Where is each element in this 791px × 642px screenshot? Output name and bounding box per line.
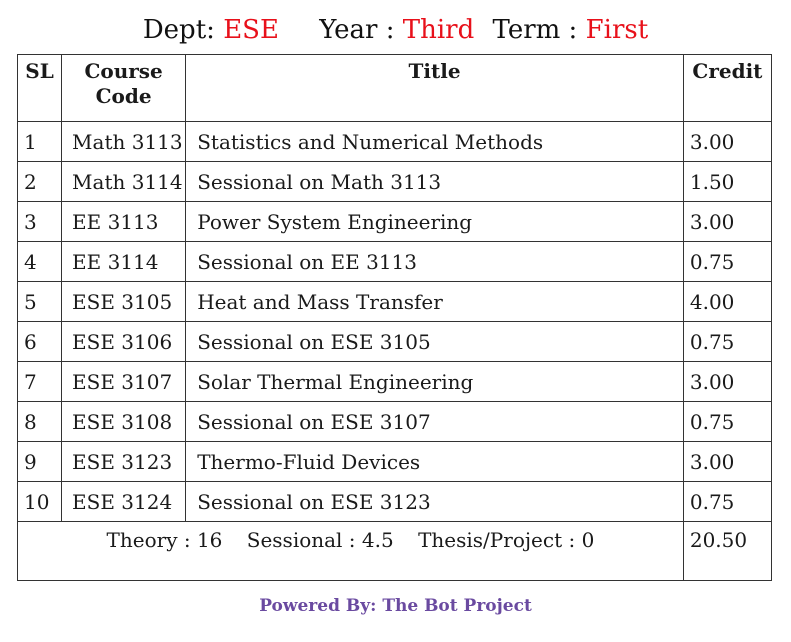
title-cell: Statistics and Numerical Methods xyxy=(185,121,684,162)
sl-cell: 1 xyxy=(16,121,63,162)
course-code-cell: EE 3114 xyxy=(61,241,187,282)
column-header-credit: Credit xyxy=(682,54,773,122)
course-table: SL Course Code Title Credit 1 Math 3113 St… xyxy=(16,54,773,581)
course-code-cell: ESE 3105 xyxy=(61,281,187,322)
table-row: 9 ESE 3123 Thermo-Fluid Devices 3.00 xyxy=(16,441,773,482)
title-cell: Heat and Mass Transfer xyxy=(185,281,684,322)
title-cell: Power System Engineering xyxy=(185,201,684,242)
column-header-title: Title xyxy=(185,54,684,122)
table-row: 4 EE 3114 Sessional on EE 3113 0.75 xyxy=(16,241,773,282)
year-value: Third xyxy=(402,15,475,45)
sl-cell: 3 xyxy=(16,201,63,242)
title-cell: Sessional on Math 3113 xyxy=(185,161,684,202)
footer-credit: Powered By: The Bot Project xyxy=(259,596,532,616)
table-body: 1 Math 3113 Statistics and Numerical Metho… xyxy=(16,121,773,522)
credit-cell: 3.00 xyxy=(682,121,773,162)
table-header-row: SL Course Code Title Credit xyxy=(16,54,773,122)
course-code-cell: ESE 3124 xyxy=(61,481,187,522)
sl-cell: 7 xyxy=(16,361,63,402)
title-cell: Sessional on EE 3113 xyxy=(185,241,684,282)
title-cell: Solar Thermal Engineering xyxy=(185,361,684,402)
theory-total: Theory : 16 xyxy=(106,528,223,552)
table-row: 3 EE 3113 Power System Engineering 3.00 xyxy=(16,201,773,242)
table-row: 8 ESE 3108 Sessional on ESE 3107 0.75 xyxy=(16,401,773,442)
sl-cell: 9 xyxy=(16,441,63,482)
course-code-cell: ESE 3107 xyxy=(61,361,187,402)
credit-cell: 0.75 xyxy=(682,321,773,362)
table-row: 10 ESE 3124 Sessional on ESE 3123 0.75 xyxy=(16,481,773,522)
page-header: Dept: ESE Year : Third Term : First xyxy=(0,12,791,48)
term-value: First xyxy=(585,15,649,45)
credit-cell: 0.75 xyxy=(682,241,773,282)
credit-cell: 3.00 xyxy=(682,201,773,242)
credit-cell: 4.00 xyxy=(682,281,773,322)
summary-row: Theory : 16 Sessional : 4.5 Thesis/Proje… xyxy=(17,521,773,581)
column-header-sl: SL xyxy=(16,54,63,122)
credit-cell: 3.00 xyxy=(682,441,773,482)
course-code-cell: EE 3113 xyxy=(61,201,187,242)
summary-cell: Theory : 16 Sessional : 4.5 Thesis/Proje… xyxy=(17,521,684,581)
course-code-cell: ESE 3123 xyxy=(61,441,187,482)
sessional-total: Sessional : 4.5 xyxy=(246,528,394,552)
sl-cell: 6 xyxy=(16,321,63,362)
dept-value: ESE xyxy=(223,15,279,45)
sl-cell: 10 xyxy=(16,481,63,522)
sl-cell: 2 xyxy=(16,161,63,202)
title-cell: Thermo-Fluid Devices xyxy=(185,441,684,482)
course-code-cell: ESE 3106 xyxy=(61,321,187,362)
sl-cell: 4 xyxy=(16,241,63,282)
credit-cell: 0.75 xyxy=(682,401,773,442)
term-label: Term : xyxy=(492,15,578,45)
column-header-course-code: Course Code xyxy=(61,54,187,122)
total-credit: 20.50 xyxy=(682,521,773,581)
sl-cell: 5 xyxy=(16,281,63,322)
credit-cell: 0.75 xyxy=(682,481,773,522)
table-row: 7 ESE 3107 Solar Thermal Engineering 3.00 xyxy=(16,361,773,402)
table-row: 5 ESE 3105 Heat and Mass Transfer 4.00 xyxy=(16,281,773,322)
title-cell: Sessional on ESE 3107 xyxy=(185,401,684,442)
thesis-total: Thesis/Project : 0 xyxy=(418,528,595,552)
course-code-cell: Math 3114 xyxy=(61,161,187,202)
table-row: 6 ESE 3106 Sessional on ESE 3105 0.75 xyxy=(16,321,773,362)
course-code-cell: ESE 3108 xyxy=(61,401,187,442)
title-cell: Sessional on ESE 3105 xyxy=(185,321,684,362)
dept-label: Dept: xyxy=(142,15,215,45)
table-row: 1 Math 3113 Statistics and Numerical Metho… xyxy=(16,121,773,162)
sl-cell: 8 xyxy=(16,401,63,442)
credit-cell: 1.50 xyxy=(682,161,773,202)
credit-cell: 3.00 xyxy=(682,361,773,402)
title-cell: Sessional on ESE 3123 xyxy=(185,481,684,522)
course-code-cell: Math 3113 xyxy=(61,121,187,162)
year-label: Year : xyxy=(319,15,395,45)
table-row: 2 Math 3114 Sessional on Math 3113 1.50 xyxy=(16,161,773,202)
